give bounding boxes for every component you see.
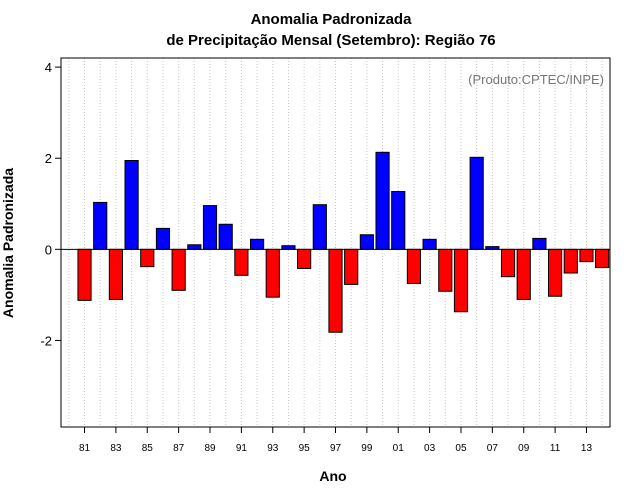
bar-1990 <box>218 223 233 250</box>
bar-2006 <box>469 156 484 250</box>
x-tick-label: 09 <box>518 443 530 454</box>
x-tick-label: 83 <box>110 443 122 454</box>
chart-title: Anomalia Padronizada <box>251 11 413 28</box>
x-tick-label: 93 <box>267 443 279 454</box>
x-tick-label: 01 <box>393 443 405 454</box>
x-tick-label: 81 <box>79 443 91 454</box>
bar-1991 <box>234 248 249 276</box>
bar-2014 <box>595 248 610 269</box>
bar-1997 <box>328 248 343 333</box>
x-tick-label: 03 <box>424 443 436 454</box>
plot-frame <box>60 57 611 428</box>
x-tick-label: 11 <box>550 443 561 454</box>
x-axis: 81 83 85 87 89 91 93 95 97 99 01 03 05 07 09 11 13 <box>79 427 593 454</box>
bars <box>77 151 610 333</box>
x-tick-label: 91 <box>236 443 248 454</box>
bar-1984 <box>124 160 139 250</box>
bar-1982 <box>93 201 108 250</box>
bar-1998 <box>344 248 359 285</box>
vertical-grid <box>68 58 603 427</box>
bar-2003 <box>422 238 437 250</box>
x-tick-label: 87 <box>173 443 185 454</box>
bar-1986 <box>155 227 171 250</box>
bar-1999 <box>359 234 374 250</box>
bar-2004 <box>438 248 453 292</box>
bar-2005 <box>453 248 469 313</box>
bar-1983 <box>108 248 123 300</box>
bar-2002 <box>406 248 422 284</box>
x-tick-label: 89 <box>204 443 216 454</box>
bar-1989 <box>202 205 218 250</box>
y-tick-label: -2 <box>40 333 52 348</box>
bar-1994 <box>281 245 296 250</box>
x-axis-label: Ano <box>319 468 346 484</box>
bar-2013 <box>579 248 594 263</box>
bar-1993 <box>265 248 280 298</box>
x-tick-label: 85 <box>142 443 154 454</box>
chart-subtitle: de Precipitação Mensal (Setembro): Regiã… <box>166 32 495 49</box>
bar-1992 <box>249 238 265 250</box>
y-tick-label: 4 <box>45 60 52 75</box>
bar-2009 <box>516 248 531 300</box>
x-tick-label: 07 <box>487 443 499 454</box>
bar-2008 <box>500 248 516 278</box>
bar-1988 <box>187 244 202 250</box>
y-tick-label: 2 <box>45 151 52 166</box>
bar-2000 <box>375 151 390 250</box>
x-tick-label: 05 <box>455 443 467 454</box>
x-tick-label: 97 <box>330 443 342 454</box>
bar-1985 <box>140 248 155 268</box>
bar-2012 <box>563 248 578 274</box>
bar-1987 <box>171 248 186 291</box>
y-axis-label: Anomalia Padronizada <box>0 168 16 318</box>
bar-2010 <box>532 237 547 250</box>
bar-1995 <box>297 248 312 269</box>
x-tick-label: 95 <box>299 443 311 454</box>
bar-2011 <box>548 248 563 297</box>
x-tick-label: 13 <box>581 443 593 454</box>
source-annotation: (Produto:CPTEC/INPE) <box>468 72 604 87</box>
y-tick-label: 0 <box>45 242 52 257</box>
bar-2001 <box>391 190 406 250</box>
x-tick-label: 99 <box>361 443 373 454</box>
y-axis: -2 0 2 4 <box>40 60 61 348</box>
bar-1981 <box>77 248 92 301</box>
bar-1996 <box>312 204 327 250</box>
